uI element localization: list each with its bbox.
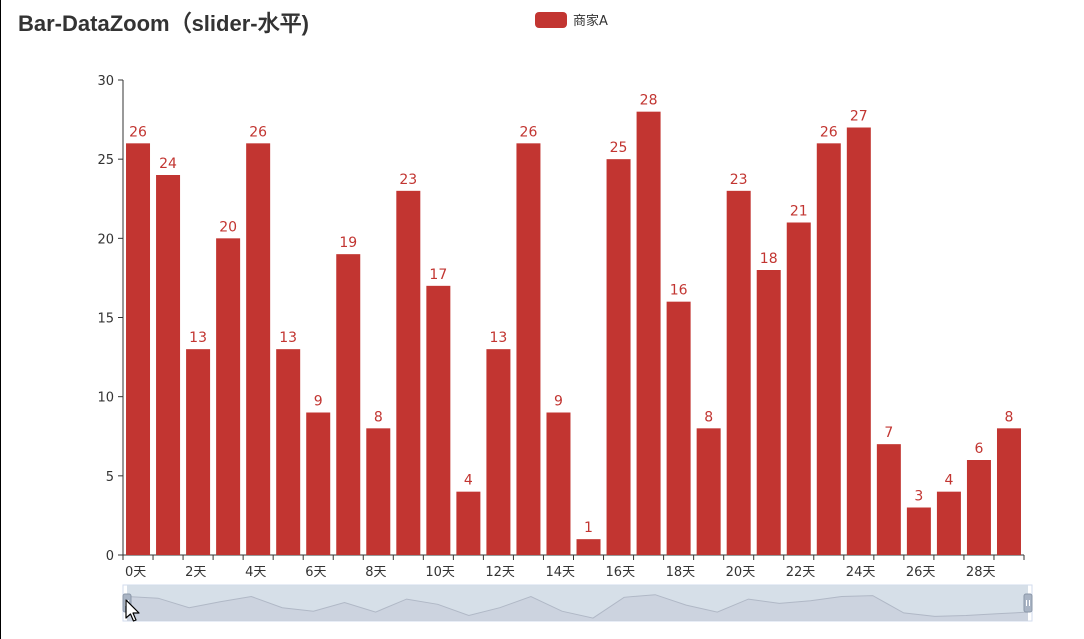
- bar-value-label: 23: [730, 172, 748, 188]
- bar-value-label: 26: [129, 124, 147, 140]
- x-tick-label: 0天: [125, 565, 146, 580]
- bar[interactable]: [726, 190, 751, 556]
- bar-value-label: 9: [314, 394, 323, 410]
- bar[interactable]: [246, 143, 271, 556]
- bar[interactable]: [306, 412, 331, 556]
- y-tick-label: 0: [106, 549, 114, 564]
- datazoom-preview-line: [126, 594, 1029, 619]
- y-tick-label: 5: [106, 470, 114, 485]
- bar-value-label: 4: [944, 473, 953, 489]
- bar[interactable]: [846, 127, 871, 556]
- bar-value-label: 8: [374, 409, 383, 425]
- bar[interactable]: [336, 254, 361, 555]
- x-tick-label: 8天: [365, 565, 386, 580]
- bar[interactable]: [816, 143, 841, 556]
- bar-value-label: 21: [790, 204, 808, 220]
- bar[interactable]: [426, 285, 451, 555]
- datazoom-preview-area: [127, 594, 1028, 621]
- bar[interactable]: [966, 460, 991, 555]
- bar-value-label: 17: [429, 267, 447, 283]
- x-tick-label: 20天: [726, 565, 756, 580]
- bar-value-label: 18: [760, 251, 778, 267]
- bar-value-label: 13: [279, 330, 297, 346]
- bar[interactable]: [576, 539, 601, 555]
- bar[interactable]: [126, 143, 151, 556]
- x-tick-label: 2天: [185, 565, 206, 580]
- bar-value-label: 24: [159, 156, 177, 172]
- bar[interactable]: [756, 270, 781, 555]
- bar[interactable]: [606, 159, 631, 555]
- bar[interactable]: [276, 349, 301, 555]
- bar-value-label: 16: [670, 283, 688, 299]
- bar[interactable]: [696, 428, 721, 555]
- bar[interactable]: [396, 190, 421, 556]
- bar[interactable]: [186, 349, 211, 555]
- bar-value-label: 20: [219, 219, 237, 235]
- x-tick-label: 14天: [545, 565, 575, 580]
- bar-value-label: 9: [554, 394, 563, 410]
- bar[interactable]: [366, 428, 391, 555]
- chart-title: Bar-DataZoom（slider-水平): [18, 11, 309, 36]
- bar-value-label: 7: [884, 425, 893, 441]
- bar-value-label: 3: [914, 489, 923, 505]
- bar[interactable]: [456, 491, 481, 555]
- left-border: [0, 0, 1, 639]
- bar-value-label: 26: [249, 124, 267, 140]
- x-tick-label: 24天: [846, 565, 876, 580]
- bar-value-label: 28: [640, 93, 658, 109]
- bar-value-label: 26: [520, 124, 538, 140]
- bar-value-label: 4: [464, 473, 473, 489]
- bar[interactable]: [486, 349, 511, 555]
- bar[interactable]: [216, 238, 241, 556]
- bar[interactable]: [516, 143, 541, 556]
- bar[interactable]: [876, 444, 901, 555]
- bar-value-label: 25: [610, 140, 628, 156]
- x-tick-label: 26天: [906, 565, 936, 580]
- x-tick-label: 28天: [966, 565, 996, 580]
- x-tick-label: 22天: [786, 565, 816, 580]
- bar[interactable]: [906, 507, 931, 556]
- mouse-cursor-icon: [125, 599, 140, 622]
- x-tick-label: 4天: [245, 565, 266, 580]
- legend-item-merchant-a[interactable]: 商家A: [535, 10, 608, 29]
- datazoom-end-handle[interactable]: [1023, 593, 1033, 613]
- bar-value-label: 1: [584, 520, 593, 536]
- bar-value-label: 27: [850, 109, 868, 125]
- legend-swatch: [535, 11, 567, 28]
- y-tick-label: 10: [97, 391, 114, 406]
- bar-value-label: 26: [820, 124, 838, 140]
- bar-value-label: 23: [399, 172, 417, 188]
- bar[interactable]: [996, 428, 1021, 555]
- bar[interactable]: [666, 301, 691, 555]
- y-tick-label: 30: [97, 74, 114, 89]
- bar[interactable]: [546, 412, 571, 556]
- legend-label: 商家A: [573, 14, 608, 29]
- y-tick-label: 20: [97, 232, 114, 247]
- bar-value-label: 8: [704, 409, 713, 425]
- bar[interactable]: [636, 111, 661, 556]
- x-tick-label: 6天: [305, 565, 326, 580]
- y-tick-label: 25: [97, 153, 114, 168]
- bar[interactable]: [786, 222, 811, 556]
- bar-value-label: 13: [189, 330, 207, 346]
- bar-value-label: 6: [974, 441, 983, 457]
- bar-value-label: 8: [1005, 409, 1014, 425]
- x-tick-label: 12天: [485, 565, 515, 580]
- x-tick-label: 10天: [425, 565, 455, 580]
- x-tick-label: 18天: [666, 565, 696, 580]
- bar-value-label: 13: [490, 330, 508, 346]
- bar[interactable]: [936, 491, 961, 555]
- x-tick-label: 16天: [606, 565, 636, 580]
- bar-value-label: 19: [339, 235, 357, 251]
- bar[interactable]: [156, 175, 181, 555]
- y-tick-label: 15: [97, 312, 114, 327]
